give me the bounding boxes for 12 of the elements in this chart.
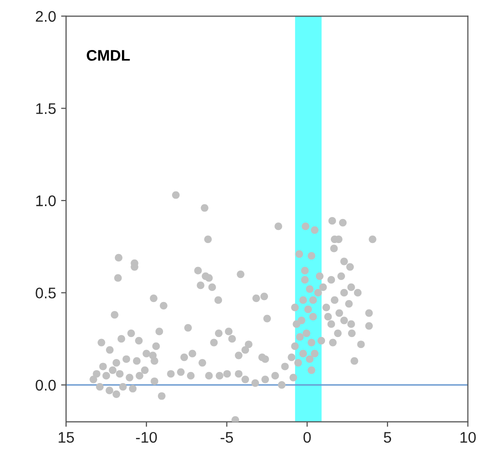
- x-tick-label: 15: [58, 432, 74, 443]
- x-tick-label: -5: [220, 432, 233, 443]
- x-tick-label: 0: [303, 432, 311, 443]
- y-tick-label: 0.0: [36, 380, 56, 391]
- text: CMDL: [86, 50, 130, 61]
- y-tick-label: 1.5: [36, 103, 56, 114]
- x-tick-label: 5: [384, 432, 392, 443]
- x-tick-label: -10: [136, 432, 157, 443]
- y-tick-label: 2.0: [36, 11, 56, 22]
- x-tick-label: 10: [460, 432, 476, 443]
- y-tick-label: 1.0: [36, 195, 56, 206]
- y-tick-label: 0.5: [36, 288, 56, 298]
